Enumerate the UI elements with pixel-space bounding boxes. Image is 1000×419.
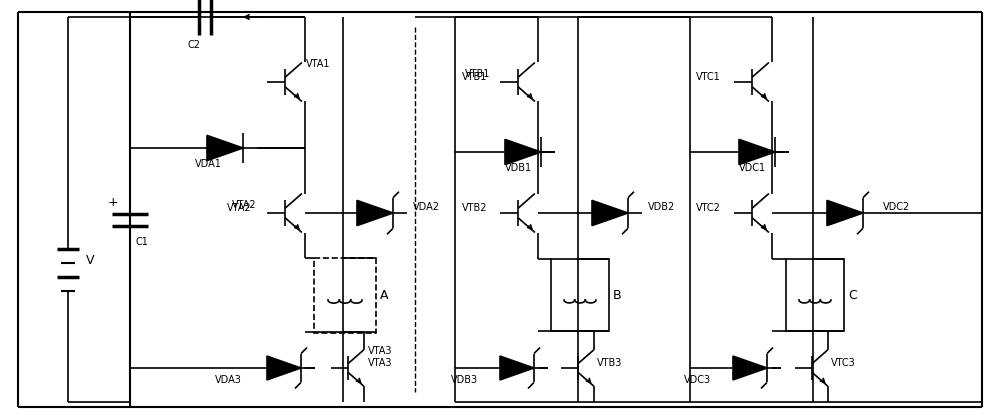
Text: VDC1: VDC1 [739,163,766,173]
Text: VDC3: VDC3 [684,375,712,385]
Polygon shape [357,200,393,225]
Text: VTB3: VTB3 [597,358,622,368]
Text: VDA2: VDA2 [413,202,440,212]
Text: V: V [86,253,94,266]
Polygon shape [827,200,863,225]
Polygon shape [592,200,628,225]
Text: VTC2: VTC2 [696,203,721,213]
Text: VTB1: VTB1 [462,72,487,82]
Bar [314,258,376,333]
Text: VDA1: VDA1 [195,159,222,169]
Polygon shape [733,356,767,380]
Text: VTC3: VTC3 [831,358,855,368]
Polygon shape [500,356,534,380]
Text: +: + [108,196,119,209]
Text: VDA3: VDA3 [215,375,242,385]
Text: VDC2: VDC2 [883,202,910,212]
Polygon shape [267,356,301,380]
Bar [786,259,844,331]
Text: C1: C1 [135,237,148,247]
Text: VTB2: VTB2 [462,203,487,213]
Text: VTA2: VTA2 [227,203,251,213]
Text: A: A [380,289,388,302]
Text: C: C [848,289,857,302]
Polygon shape [207,135,243,160]
Text: VDB2: VDB2 [648,202,675,212]
Polygon shape [739,140,775,165]
Text: VDB3: VDB3 [451,375,479,385]
Text: VTB1: VTB1 [465,69,490,79]
Text: VDB1: VDB1 [505,163,532,173]
Text: VTA3: VTA3 [368,358,392,368]
Text: C2: C2 [187,40,200,50]
Text: B: B [613,289,622,302]
Polygon shape [505,140,541,165]
Text: VTC1: VTC1 [696,72,721,82]
Text: VTA3: VTA3 [368,346,392,356]
Bar [551,259,609,331]
Text: VTA2: VTA2 [232,200,256,210]
Text: VTA1: VTA1 [306,59,331,69]
